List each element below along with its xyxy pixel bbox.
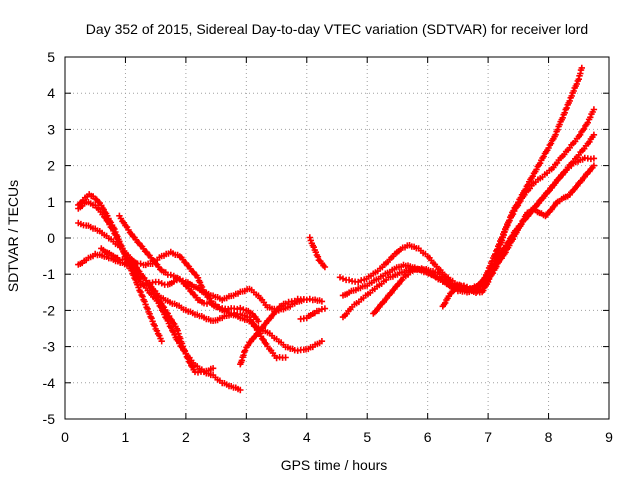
series-markers-s10	[306, 234, 329, 271]
chart-title: Day 352 of 2015, Sidereal Day-to-day VTE…	[86, 21, 588, 37]
y-tick-label: 5	[47, 49, 55, 65]
x-tick-labels: 0 1 2 3 4 5 6 7 8 9	[61, 429, 613, 445]
x-tick-label: 8	[545, 429, 553, 445]
series-s15	[439, 162, 598, 310]
series-markers-s8	[237, 295, 307, 368]
series-markers-s15	[439, 162, 598, 310]
y-tick-label: 2	[47, 158, 55, 174]
axis-ticks	[64, 56, 610, 420]
x-tick-label: 7	[484, 429, 492, 445]
y-axis-label: SDTVAR / TECUs	[5, 180, 21, 292]
series-s11	[336, 64, 585, 296]
x-tick-label: 6	[424, 429, 432, 445]
x-tick-label: 2	[182, 429, 190, 445]
y-tick-label: -2	[43, 302, 56, 318]
y-tick-label: -5	[43, 411, 56, 427]
series-s10	[306, 234, 329, 271]
series-s9	[297, 305, 329, 323]
series-s8	[237, 295, 307, 368]
x-tick-label: 0	[61, 429, 69, 445]
grid	[65, 57, 609, 419]
x-tick-label: 3	[242, 429, 250, 445]
series-markers-s6	[116, 212, 262, 325]
y-tick-label: 4	[47, 85, 55, 101]
y-tick-label: 1	[47, 194, 55, 210]
x-tick-label: 5	[363, 429, 371, 445]
y-tick-label: 0	[47, 230, 55, 246]
y-tick-label: -3	[43, 339, 56, 355]
series-s6	[116, 212, 262, 325]
series-markers-s9	[297, 305, 329, 323]
y-tick-label: 3	[47, 121, 55, 137]
series-markers-s11	[336, 64, 585, 296]
x-axis-label: GPS time / hours	[281, 457, 388, 473]
y-tick-label: -4	[43, 375, 56, 391]
x-tick-label: 4	[303, 429, 311, 445]
x-tick-label: 9	[605, 429, 613, 445]
y-tick-label: -1	[43, 266, 56, 282]
x-tick-label: 1	[122, 429, 130, 445]
series-layer	[75, 64, 598, 394]
y-tick-labels: -5 -4 -3 -2 -1 0 1 2 3 4 5	[43, 49, 56, 427]
